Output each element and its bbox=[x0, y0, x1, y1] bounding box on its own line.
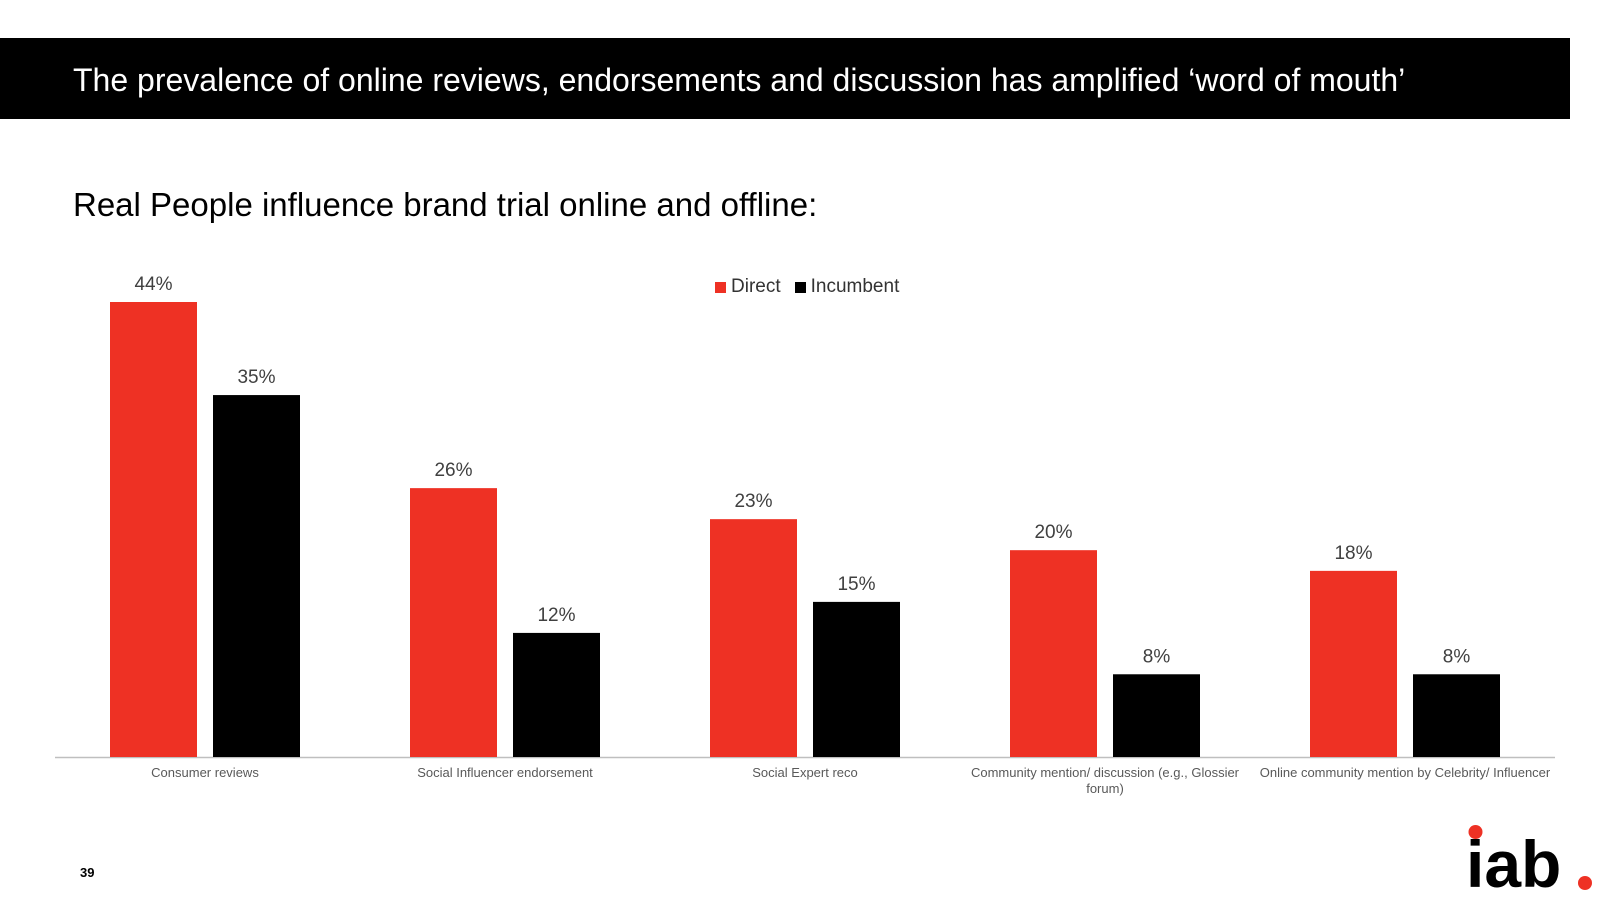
chart-legend: Direct Incumbent bbox=[715, 276, 913, 298]
legend-swatch-incumbent bbox=[794, 281, 806, 293]
logo-wordmark: iab bbox=[1466, 827, 1561, 893]
category-label: Community mention/ discussion (e.g., Glo… bbox=[971, 765, 1240, 780]
data-label-direct: 23% bbox=[734, 491, 772, 512]
bar-direct bbox=[110, 302, 197, 757]
category-label: Social Influencer endorsement bbox=[417, 765, 593, 780]
bar-direct bbox=[710, 519, 797, 757]
data-label-incumbent: 15% bbox=[837, 574, 875, 595]
iab-logo: iab bbox=[1466, 825, 1592, 893]
bar-direct bbox=[1010, 550, 1097, 757]
chart-subtitle: Real People influence brand trial online… bbox=[73, 186, 818, 223]
category-label: Social Expert reco bbox=[752, 765, 858, 780]
title-bar: The prevalence of online reviews, endors… bbox=[0, 38, 1570, 119]
category-label: forum) bbox=[1086, 781, 1124, 796]
data-label-incumbent: 8% bbox=[1143, 646, 1171, 667]
category-label: Online community mention by Celebrity/ I… bbox=[1260, 765, 1551, 780]
data-label-incumbent: 35% bbox=[237, 367, 275, 388]
page-number: 39 bbox=[80, 865, 95, 880]
data-label-direct: 20% bbox=[1034, 522, 1072, 543]
bar-incumbent bbox=[813, 601, 900, 757]
data-label-direct: 44% bbox=[134, 274, 172, 295]
data-label-incumbent: 12% bbox=[537, 605, 575, 626]
legend-label-direct: Direct bbox=[731, 276, 781, 297]
bar-direct bbox=[410, 488, 497, 757]
slide-title: The prevalence of online reviews, endors… bbox=[73, 62, 1406, 98]
legend-swatch-direct bbox=[715, 281, 726, 293]
logo-period-icon bbox=[1578, 876, 1592, 890]
logo-dot-icon bbox=[1468, 825, 1483, 839]
category-label: Consumer reviews bbox=[151, 765, 259, 780]
data-label-incumbent: 8% bbox=[1443, 646, 1471, 667]
legend-item-direct: Direct bbox=[715, 276, 781, 298]
data-label-direct: 18% bbox=[1334, 543, 1372, 564]
bar-incumbent bbox=[1113, 674, 1200, 757]
bar-incumbent bbox=[213, 395, 300, 757]
legend-item-incumbent: Incumbent bbox=[794, 276, 900, 298]
bar-incumbent bbox=[513, 632, 600, 757]
data-label-direct: 26% bbox=[434, 460, 472, 481]
bar-incumbent bbox=[1413, 674, 1500, 757]
legend-label-incumbent: Incumbent bbox=[810, 276, 900, 297]
bar-direct bbox=[1310, 570, 1397, 757]
